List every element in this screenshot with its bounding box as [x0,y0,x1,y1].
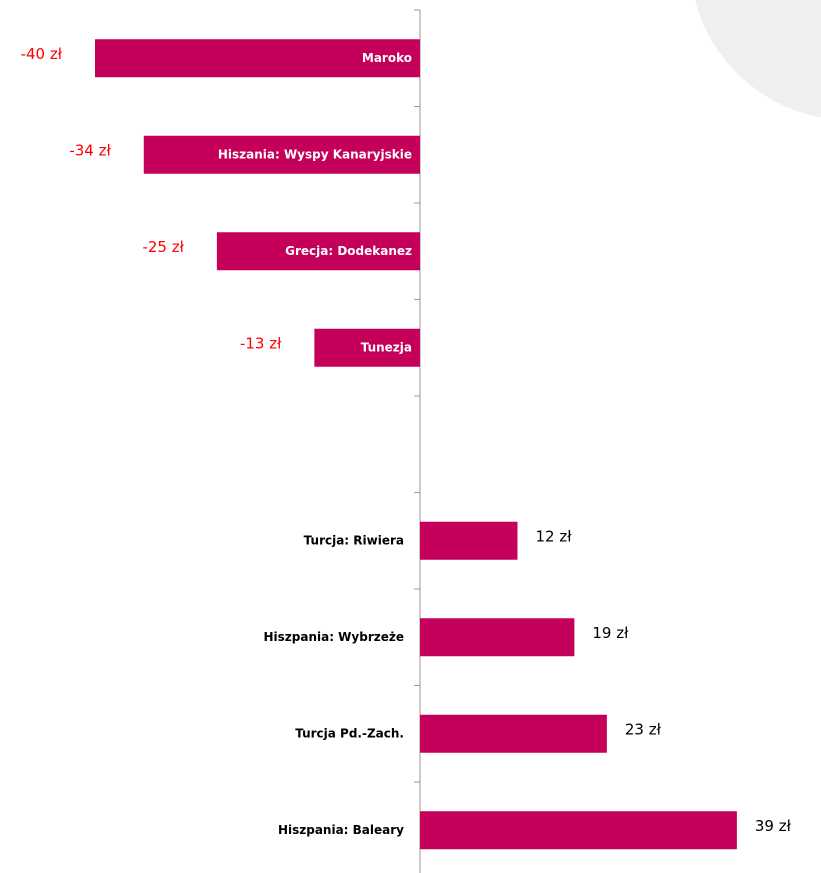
value-label: -25 zł [142,238,184,256]
value-label: -40 zł [21,45,63,63]
value-label: 12 zł [536,527,573,545]
bar [95,39,420,78]
bar [420,714,607,753]
value-label: 23 zł [625,720,662,738]
value-label: 39 zł [755,817,792,835]
bar [420,811,737,850]
bar [314,328,420,367]
category-label: Tunezja [361,340,412,354]
category-label: Grecja: Dodekanez [285,244,412,258]
category-label: Hiszpania: Baleary [278,823,404,837]
bar [143,135,420,174]
bar [216,232,420,271]
background-decoration [695,0,821,118]
value-label: -34 zł [69,141,111,159]
category-label: Hiszpania: Wybrzeże [263,630,404,644]
value-label: -13 zł [240,334,282,352]
category-label: Turcja: Riwiera [304,533,404,547]
bar [420,521,518,560]
bar [420,618,575,657]
category-label: Maroko [362,51,412,65]
value-label: 19 zł [592,624,629,642]
category-label: Turcja Pd.-Zach. [295,726,404,740]
category-label: Hiszania: Wyspy Kanaryjskie [218,147,412,161]
